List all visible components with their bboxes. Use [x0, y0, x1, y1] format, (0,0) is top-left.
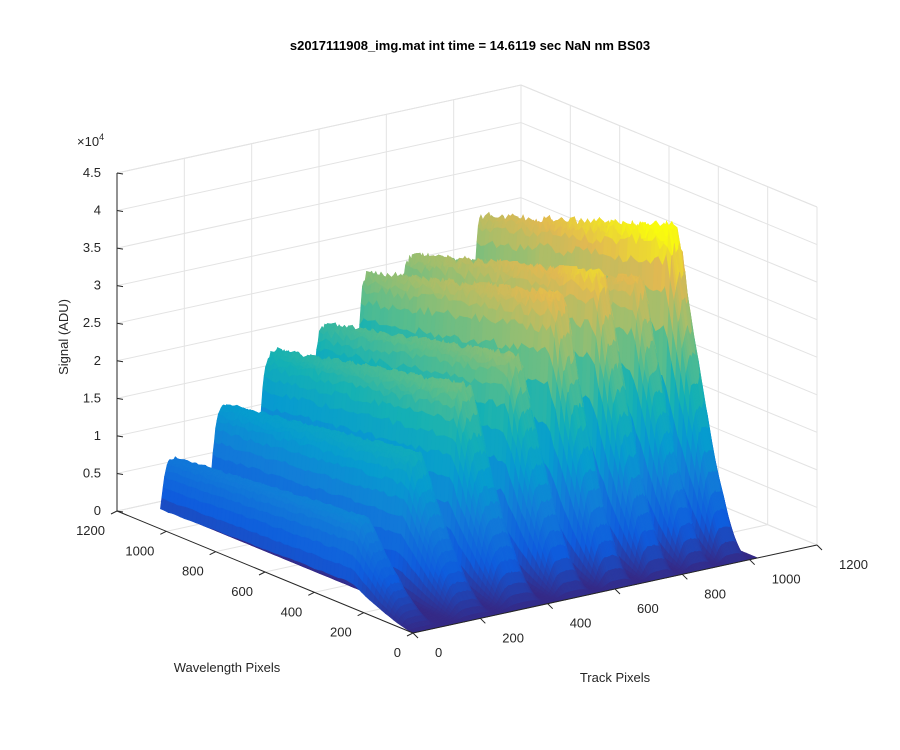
back-wall-gridline-horizontal: [116, 197, 522, 287]
surface-mesh: [160, 211, 759, 634]
back-wall-gridline-horizontal: [116, 122, 522, 212]
box-top-edge: [116, 84, 522, 174]
back-wall-gridline-horizontal: [116, 159, 522, 249]
side-wall-gridline-horizontal: [520, 159, 818, 283]
back-wall-gridline-horizontal: [116, 234, 522, 324]
box-top-edge: [520, 84, 818, 208]
chart-title: s2017111908_img.mat int time = 14.6119 s…: [290, 38, 650, 53]
side-wall-gridline-horizontal: [520, 122, 818, 246]
